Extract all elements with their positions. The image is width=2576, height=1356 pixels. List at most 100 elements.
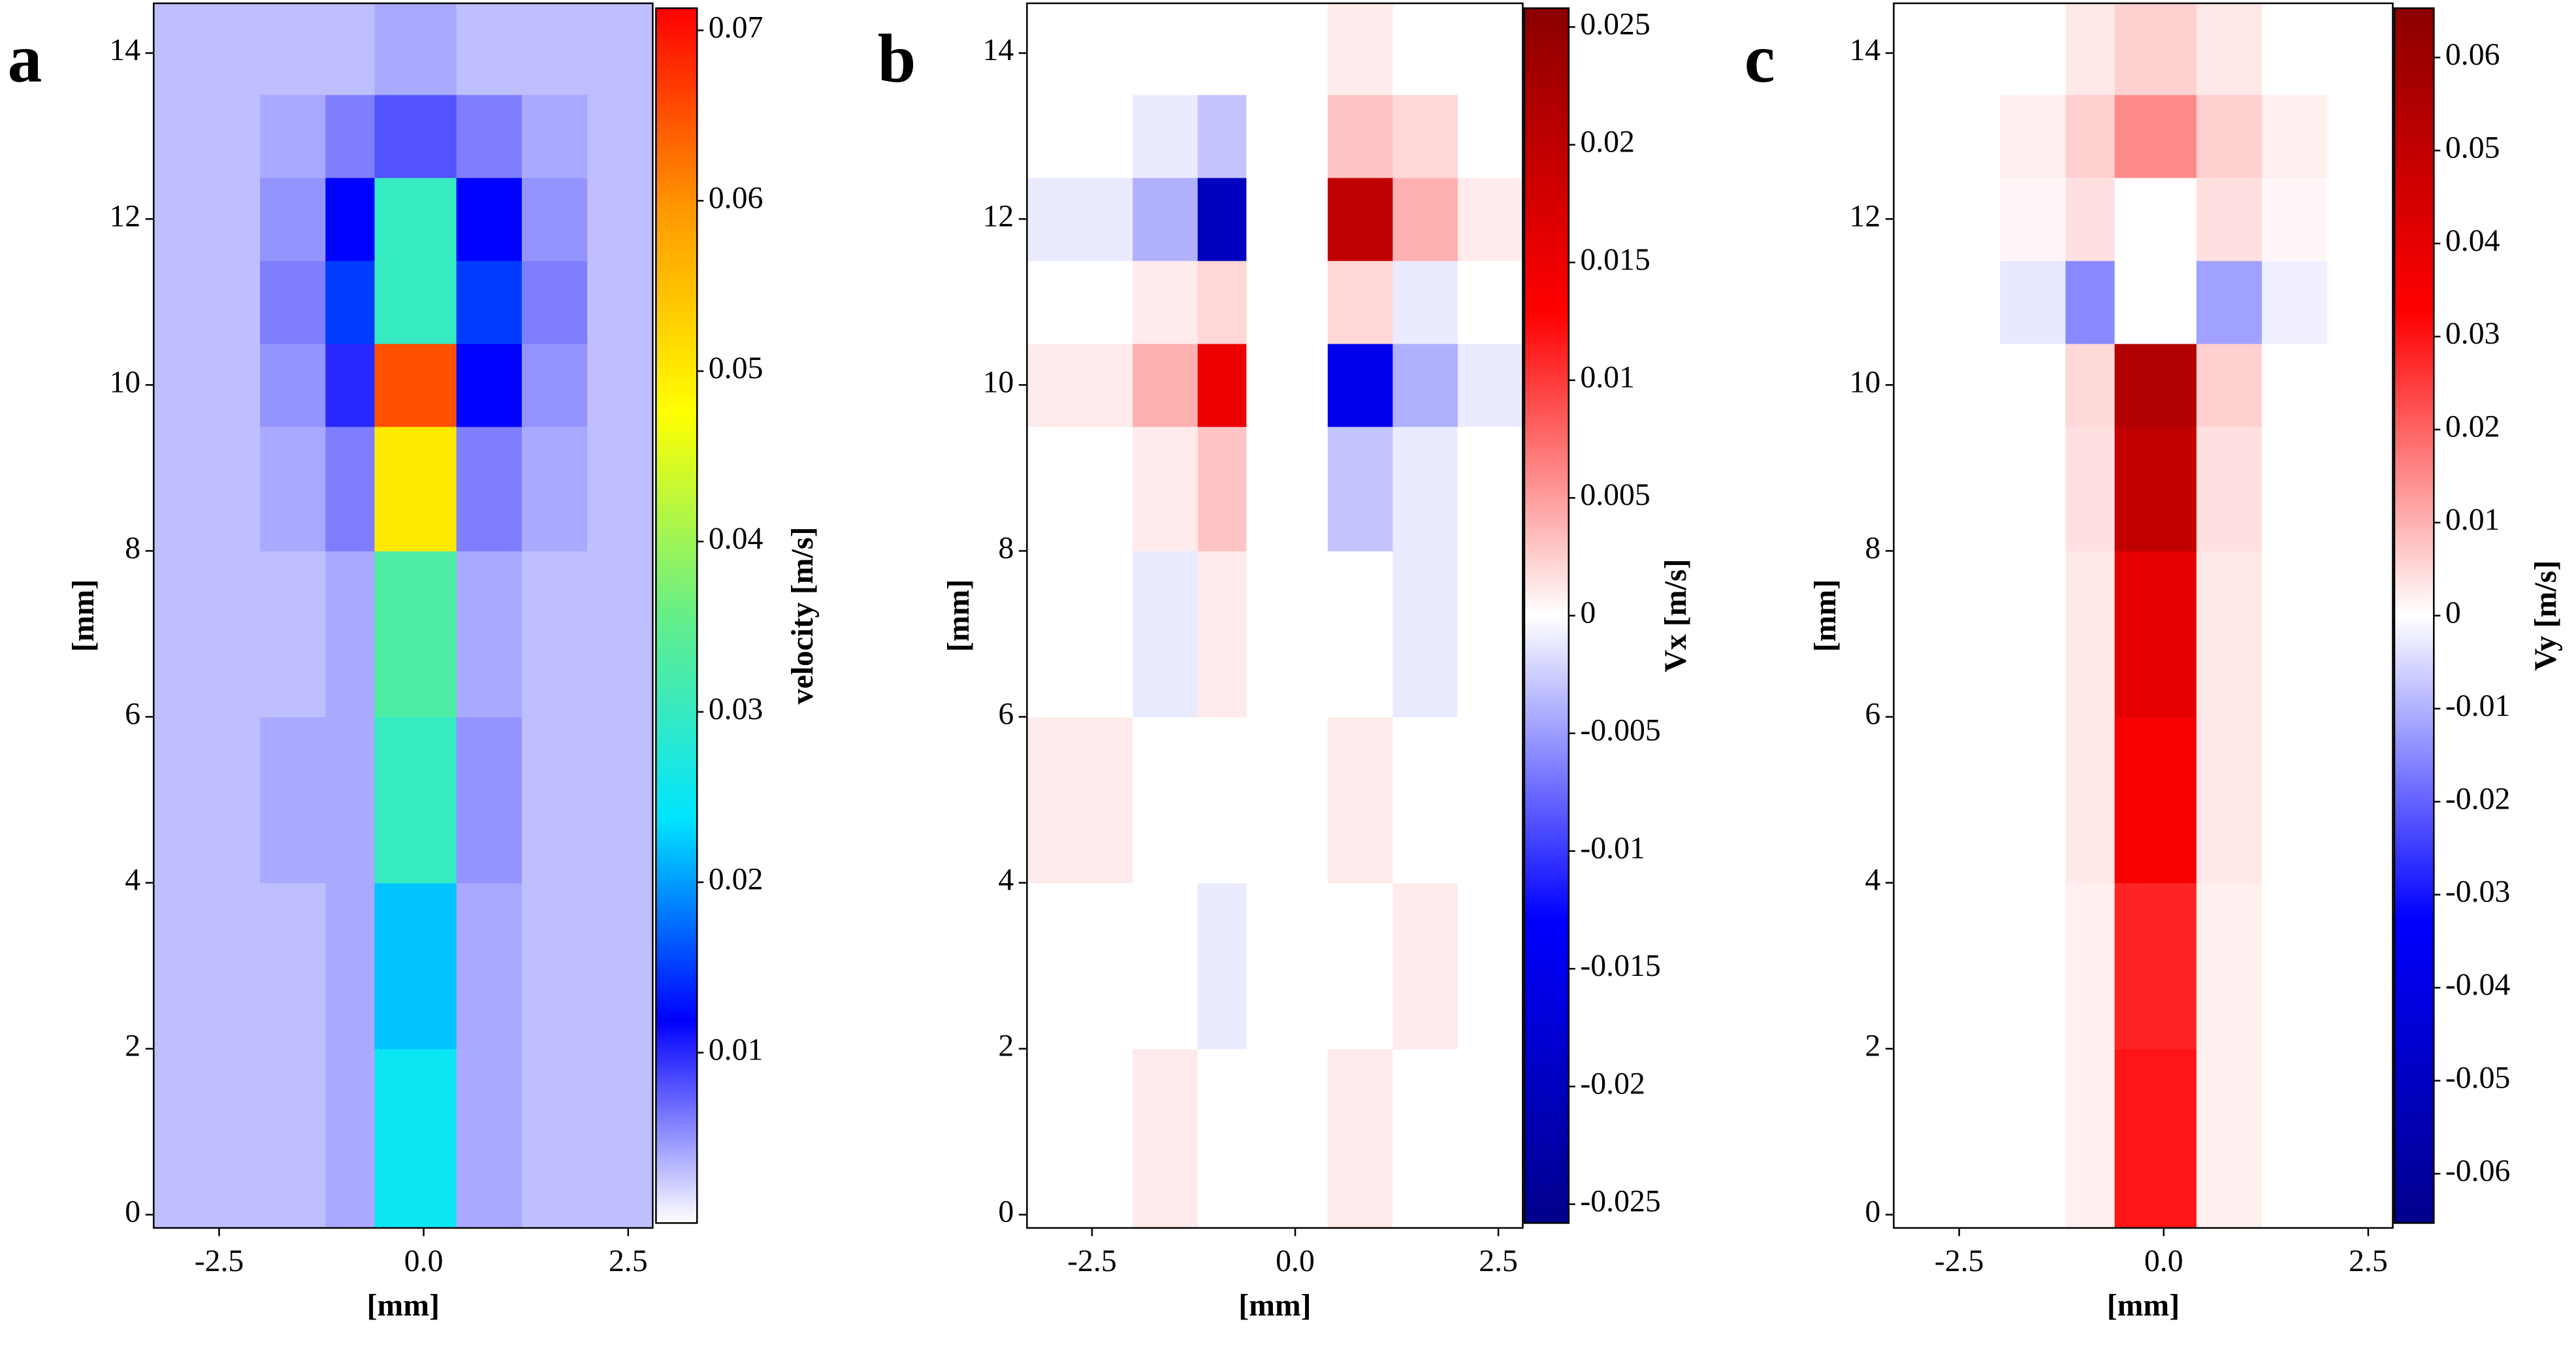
- heatmap-cell: [1893, 343, 2001, 427]
- heatmap-cell: [2000, 717, 2067, 884]
- heatmap-cell: [1893, 1048, 2001, 1229]
- heatmap-cell: [2000, 1048, 2067, 1229]
- y-tick-label: 4: [998, 862, 1014, 897]
- heatmap-cell: [1133, 717, 1199, 884]
- heatmap-cell: [2114, 426, 2197, 552]
- heatmap-cell: [2114, 260, 2197, 344]
- heatmap-cell: [456, 426, 523, 552]
- heatmap-cell: [1197, 426, 1248, 552]
- heatmap-cell: [1133, 882, 1199, 1050]
- heatmap-cell: [325, 94, 376, 178]
- colorbar-tick-label: 0: [1580, 595, 1596, 630]
- y-tick-label: 0: [125, 1195, 140, 1229]
- colorbar-tick-label: -0.005: [1580, 713, 1660, 748]
- heatmap-cell: [1027, 426, 1133, 552]
- colorbar: [1523, 7, 1570, 1224]
- heatmap-cell: [1197, 551, 1248, 718]
- heatmap-cell: [521, 551, 588, 718]
- x-tick-label: 2.5: [1479, 1244, 1518, 1278]
- y-tick-label: 12: [109, 199, 140, 233]
- y-tick-label: 8: [998, 530, 1014, 565]
- heatmap-cell: [2196, 177, 2262, 261]
- heatmap-cell: [1246, 260, 1328, 344]
- x-tick-label: 0.0: [1276, 1244, 1315, 1278]
- x-tick-label: 0.0: [2144, 1244, 2183, 1278]
- heatmap-cell: [2262, 1048, 2328, 1229]
- heatmap-cell: [2065, 3, 2116, 95]
- heatmap-cell: [1133, 426, 1199, 552]
- heatmap-cell: [1246, 3, 1328, 95]
- heatmap-cell: [2000, 260, 2067, 344]
- heatmap-cell: [2065, 551, 2116, 718]
- heatmap-cell: [1893, 3, 2001, 95]
- heatmap-cell: [374, 551, 457, 718]
- heatmap-cell: [374, 717, 457, 884]
- heatmap-cell: [260, 551, 327, 718]
- heatmap-cell: [2114, 551, 2197, 718]
- panel-label: a: [8, 20, 42, 97]
- heatmap-cell: [1246, 343, 1328, 427]
- heatmap-cell: [1133, 1048, 1199, 1229]
- heatmap-cell: [374, 3, 457, 95]
- heatmap-cell: [374, 1048, 457, 1229]
- heatmap-cell: [1327, 94, 1394, 178]
- heatmap-cell: [587, 3, 654, 95]
- heatmap-cell: [2327, 717, 2394, 884]
- colorbar-tick-label: 0.01: [709, 1033, 764, 1067]
- heatmap-cell: [1893, 717, 2001, 884]
- colorbar-label: Vy [m/s]: [2528, 560, 2563, 671]
- heatmap-cell: [260, 426, 327, 552]
- colorbar-tick-label: -0.025: [1580, 1184, 1660, 1219]
- heatmap-cell: [521, 177, 588, 261]
- heatmap-cell: [587, 260, 654, 344]
- y-tick-label: 8: [1865, 530, 1880, 565]
- colorbar-tick-label: -0.02: [2445, 781, 2510, 816]
- heatmap-cell: [260, 882, 327, 1050]
- heatmap-cell: [587, 343, 654, 427]
- heatmap-cell: [587, 551, 654, 718]
- x-tick-label: 2.5: [2349, 1244, 2388, 1278]
- heatmap-cell: [521, 1048, 588, 1229]
- heatmap-cell: [1457, 882, 1524, 1050]
- y-tick-label: 10: [109, 364, 140, 399]
- heatmap-cell: [2000, 882, 2067, 1050]
- heatmap-cell: [1246, 551, 1328, 718]
- colorbar-tick-label: 0.015: [1580, 242, 1650, 277]
- y-axis-label: [mm]: [66, 579, 101, 652]
- heatmap-cell: [153, 177, 261, 261]
- heatmap-cell: [325, 1048, 376, 1229]
- heatmap-cell: [1027, 1048, 1133, 1229]
- heatmap-cell: [2114, 177, 2197, 261]
- heatmap-cell: [260, 717, 327, 884]
- heatmap-cell: [1027, 94, 1133, 178]
- heatmap-cell: [2114, 3, 2197, 95]
- heatmap-cell: [2262, 260, 2328, 344]
- heatmap-cell: [1893, 551, 2001, 718]
- y-tick-label: 12: [983, 199, 1014, 233]
- heatmap-cell: [1027, 260, 1133, 344]
- heatmap-cell: [1197, 260, 1248, 344]
- heatmap-cell: [1457, 551, 1524, 718]
- heatmap-cell: [2065, 717, 2116, 884]
- heatmap-cell: [2196, 343, 2262, 427]
- heatmap-cell: [1393, 343, 1458, 427]
- heatmap-cell: [260, 177, 327, 261]
- colorbar-tick-label: 0.06: [2445, 37, 2500, 72]
- heatmap-cell: [521, 343, 588, 427]
- plot-frame: [1893, 2, 2394, 1229]
- y-tick-label: 8: [125, 530, 140, 565]
- heatmap-cell: [1197, 3, 1248, 95]
- colorbar-tick-label: 0.025: [1580, 7, 1650, 41]
- heatmap-cell: [1393, 717, 1458, 884]
- heatmap-cell: [521, 94, 588, 178]
- heatmap-cell: [1893, 94, 2001, 178]
- heatmap-cell: [2327, 177, 2394, 261]
- x-axis-label: [mm]: [2107, 1288, 2180, 1323]
- heatmap-cell: [456, 717, 523, 884]
- heatmap-cell: [1197, 882, 1248, 1050]
- heatmap-cell: [325, 177, 376, 261]
- heatmap-cell: [325, 551, 376, 718]
- colorbar-tick-label: -0.06: [2445, 1154, 2510, 1188]
- heatmap-cell: [2000, 551, 2067, 718]
- heatmap-cell: [2196, 717, 2262, 884]
